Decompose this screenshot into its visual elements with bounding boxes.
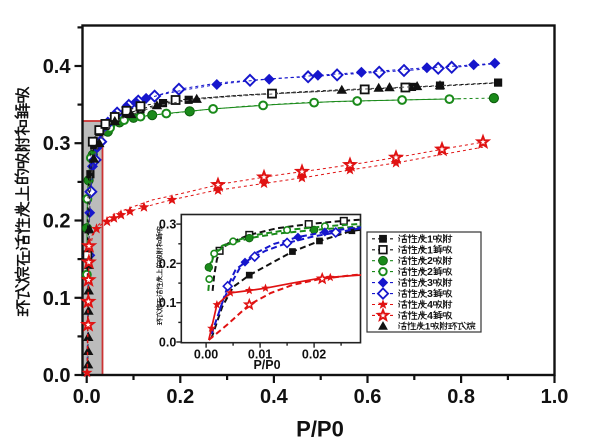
svg-text:0.4: 0.4 — [260, 386, 289, 408]
svg-text:4: 4 — [427, 311, 433, 322]
svg-text:0.2: 0.2 — [159, 257, 176, 271]
svg-text:2: 2 — [427, 267, 433, 278]
svg-text:1: 1 — [427, 245, 433, 256]
svg-text:0.0: 0.0 — [73, 386, 101, 408]
svg-text:1: 1 — [425, 321, 431, 332]
svg-text:P/P0: P/P0 — [253, 358, 280, 372]
svg-text:0.1: 0.1 — [43, 288, 71, 310]
svg-text:0.8: 0.8 — [447, 386, 475, 408]
svg-text:0.1: 0.1 — [159, 296, 176, 310]
svg-text:3: 3 — [427, 278, 433, 289]
svg-text:0.3: 0.3 — [159, 218, 176, 232]
svg-text:1.0: 1.0 — [541, 386, 569, 408]
svg-text:2: 2 — [427, 256, 433, 267]
svg-text:0.2: 0.2 — [43, 211, 71, 233]
svg-text:0.0: 0.0 — [43, 365, 71, 387]
svg-text:4: 4 — [427, 300, 433, 311]
svg-text:0.02: 0.02 — [302, 348, 326, 362]
svg-text:0.2: 0.2 — [166, 386, 194, 408]
svg-text:0.3: 0.3 — [43, 133, 71, 155]
svg-text:0.00: 0.00 — [194, 348, 218, 362]
svg-text:0.01: 0.01 — [248, 348, 272, 362]
svg-text:3: 3 — [427, 289, 433, 300]
svg-text:0.6: 0.6 — [354, 386, 382, 408]
svg-text:0.0: 0.0 — [159, 336, 176, 350]
svg-text:P/P0: P/P0 — [296, 417, 344, 442]
svg-text:0.4: 0.4 — [43, 56, 72, 78]
svg-text:1: 1 — [427, 234, 433, 245]
